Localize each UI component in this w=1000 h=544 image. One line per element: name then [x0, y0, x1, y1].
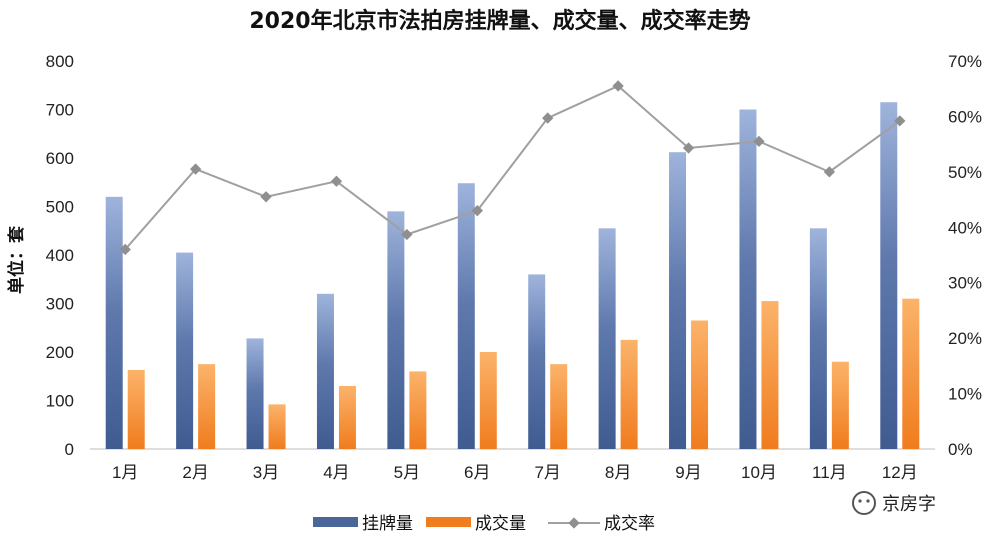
- bar-deal-9: [691, 320, 709, 449]
- y-axis-label: 单位：套: [6, 225, 27, 294]
- x-tick-label: 9月: [675, 463, 701, 482]
- y2-tick-label: 50%: [948, 163, 982, 182]
- y2-tick-label: 40%: [948, 218, 982, 237]
- rate-point-9: [682, 142, 695, 154]
- bar-listing-4: [316, 293, 334, 449]
- bar-listing-7: [528, 274, 546, 449]
- x-tick-label: 7月: [534, 463, 560, 482]
- bar-listing-8: [598, 228, 616, 449]
- y-tick-label: 600: [46, 149, 74, 168]
- legend-swatch-rate-marker: [568, 517, 580, 529]
- x-tick-label: 2月: [182, 463, 208, 482]
- y2-axis-ticks: 0% 10% 20% 30% 40% 50% 60% 70%: [948, 52, 982, 459]
- bar-listing-6: [457, 183, 475, 449]
- bar-deal-11: [831, 361, 849, 449]
- bar-deal-2: [198, 364, 216, 449]
- bar-deal-5: [409, 371, 427, 449]
- rate-point-4: [330, 175, 343, 187]
- x-tick-label: 5月: [394, 463, 420, 482]
- y2-tick-label: 0%: [948, 440, 973, 459]
- legend-swatch-listing: [313, 517, 358, 527]
- wechat-icon-dot-right: [866, 499, 870, 503]
- legend-label-deal: 成交量: [475, 514, 526, 534]
- rate-line: [124, 84, 901, 251]
- y2-tick-label: 60%: [948, 107, 982, 126]
- x-tick-label: 12月: [882, 463, 918, 482]
- rate-point-5: [401, 228, 413, 241]
- x-axis-ticks: 1月 2月 3月 4月 5月 6月 7月 8月 9月 10月 11月 12月: [112, 463, 918, 482]
- y2-tick-label: 10%: [948, 385, 982, 404]
- bar-deal-7: [550, 364, 568, 449]
- bar-listing-12: [880, 102, 898, 449]
- rate-point-6: [471, 205, 483, 217]
- x-tick-label: 1月: [112, 463, 138, 482]
- bar-deal-12: [902, 298, 920, 449]
- y-tick-label: 400: [46, 246, 74, 265]
- bar-deal-6: [479, 352, 497, 449]
- x-tick-label: 10月: [741, 463, 777, 482]
- rate-point-2: [189, 163, 202, 175]
- x-tick-label: 3月: [253, 463, 279, 482]
- y-tick-label: 700: [46, 101, 74, 120]
- wechat-icon: [852, 491, 876, 515]
- bar-listing-2: [176, 252, 194, 449]
- y-tick-label: 300: [46, 295, 74, 314]
- chart-title: 2020年北京市法拍房挂牌量、成交量、成交率走势: [249, 8, 750, 34]
- y2-tick-label: 30%: [948, 274, 982, 293]
- y-tick-label: 500: [46, 198, 74, 217]
- wechat-icon-dot-left: [858, 499, 862, 503]
- y-tick-label: 100: [46, 392, 74, 411]
- bar-listing-3: [246, 338, 264, 449]
- bar-deal-4: [338, 385, 356, 449]
- y-tick-label: 0: [65, 440, 74, 459]
- y-axis-ticks: 0 100 200 300 400 500 600 700 800: [46, 52, 74, 459]
- x-tick-label: 6月: [464, 463, 490, 482]
- bar-deal-8: [620, 339, 638, 449]
- watermark: 京房字: [852, 491, 936, 515]
- bar-listing-9: [669, 152, 687, 449]
- y2-tick-label: 70%: [948, 52, 982, 71]
- rate-point-10: [753, 135, 765, 148]
- bar-listing-10: [739, 109, 757, 449]
- y-tick-label: 200: [46, 343, 74, 362]
- bar-deal-10: [761, 301, 779, 449]
- x-tick-label: 8月: [605, 463, 631, 482]
- rate-point-3: [260, 191, 272, 203]
- legend: 挂牌量 成交量 成交率: [313, 514, 655, 534]
- legend-label-rate: 成交率: [604, 514, 655, 534]
- bar-listing-11: [809, 228, 827, 449]
- bar-listing-5: [387, 211, 405, 449]
- x-tick-label: 11月: [812, 463, 847, 482]
- bars: [105, 102, 920, 449]
- rate-point-11: [823, 166, 836, 178]
- bar-listing-1: [105, 196, 123, 449]
- legend-swatch-deal: [426, 517, 471, 527]
- bar-deal-1: [127, 369, 145, 449]
- rate-line-series: [119, 80, 906, 256]
- y2-tick-label: 20%: [948, 329, 982, 348]
- y-tick-label: 800: [46, 52, 74, 71]
- bar-deal-3: [268, 404, 286, 449]
- x-tick-label: 4月: [323, 463, 349, 482]
- legend-label-listing: 挂牌量: [362, 514, 413, 534]
- watermark-text: 京房字: [882, 494, 936, 515]
